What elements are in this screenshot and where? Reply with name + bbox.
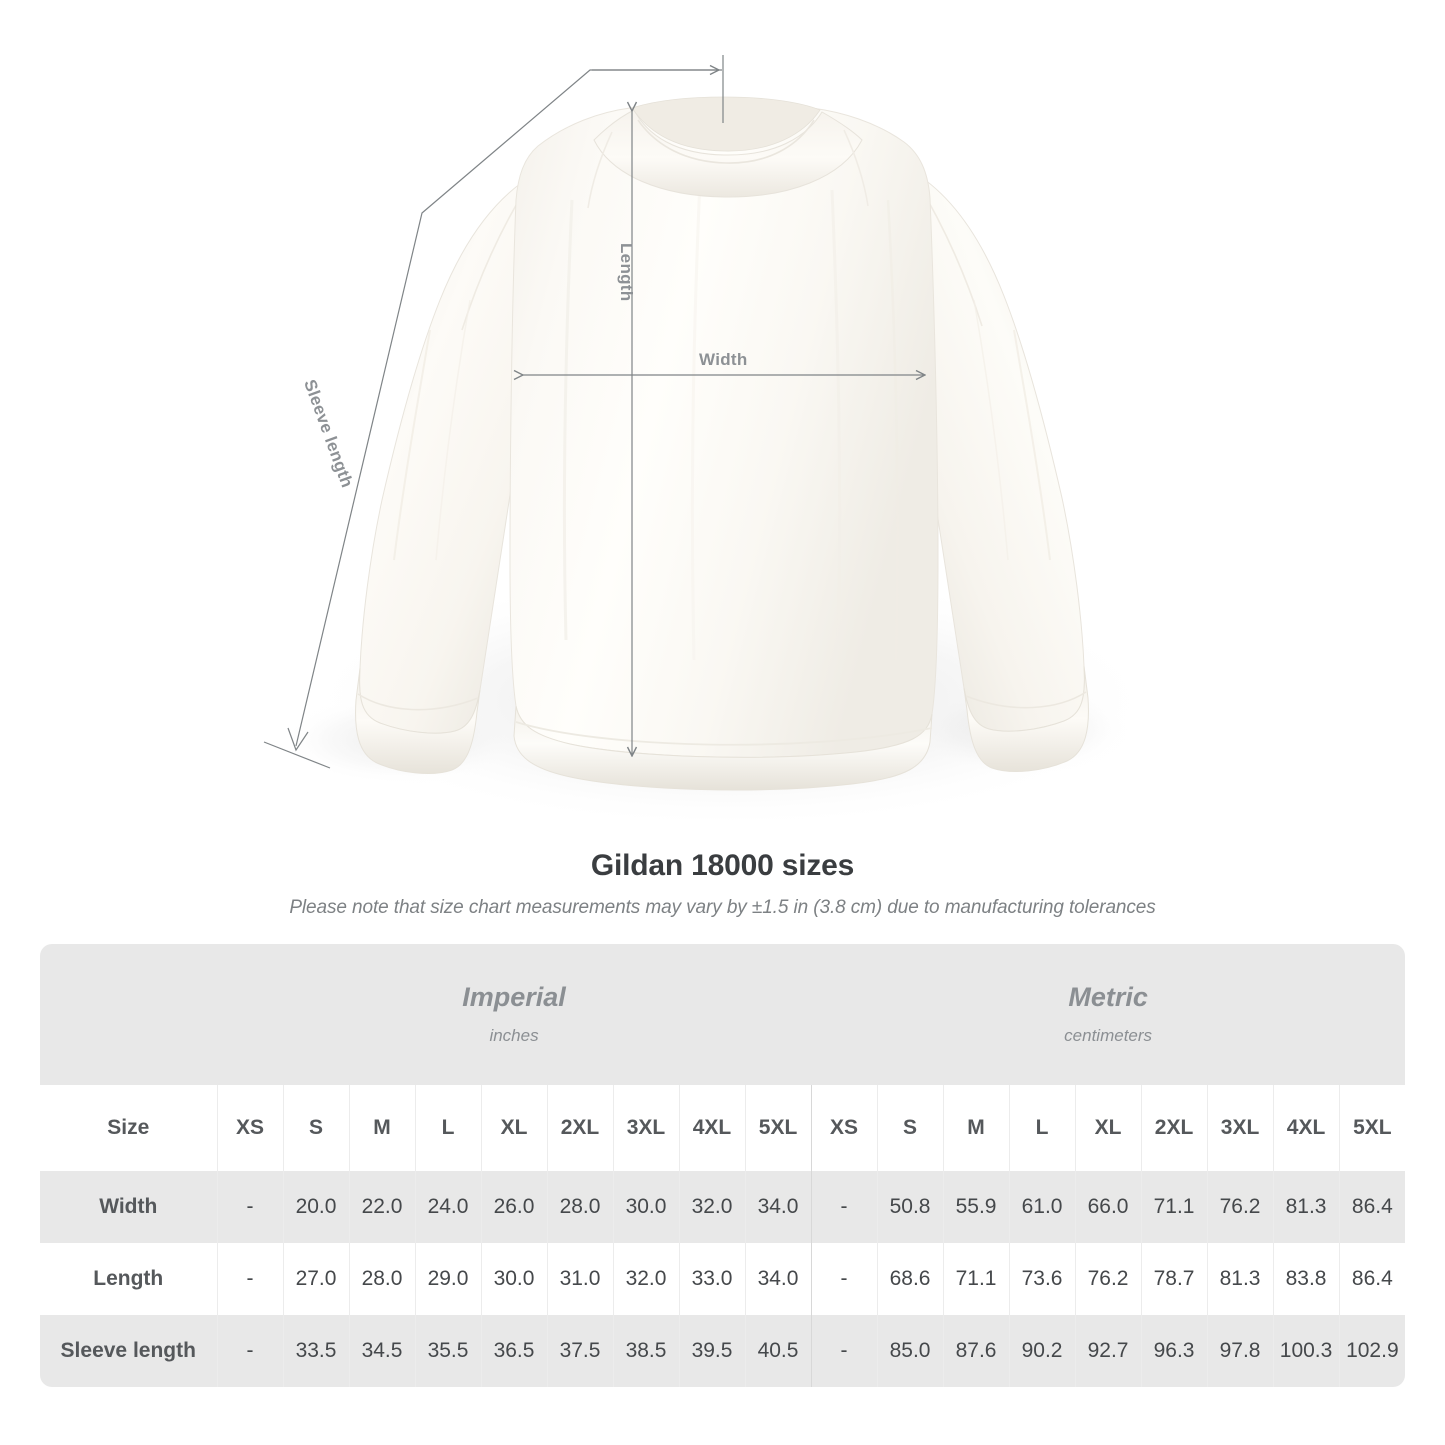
cell-imperial-xs: - <box>216 1243 283 1315</box>
cell-imperial-3xl: 38.5 <box>612 1315 679 1387</box>
cell-metric-2xl: 71.1 <box>1140 1171 1208 1243</box>
size-header-imperial-3xl: 3XL <box>612 1085 679 1171</box>
cell-metric-2xl: 78.7 <box>1140 1243 1208 1315</box>
cell-imperial-m: 34.5 <box>348 1315 415 1387</box>
unit-group-name: Imperial <box>462 982 566 1013</box>
table-row: Sleeve length -33.5 34.5 35.5 36.5 37.5 38.5 39… <box>40 1315 1405 1387</box>
cell-metric-xs: - <box>810 1243 878 1315</box>
cell-imperial-m: 22.0 <box>348 1171 415 1243</box>
unit-group-subtitle: centimeters <box>1064 1025 1153 1045</box>
cell-metric-4xl: 83.8 <box>1272 1243 1340 1315</box>
table-row: Width -20.0 22.0 24.0 26.0 28.0 30.0 32.0 34.0-5… <box>40 1171 1405 1243</box>
cell-metric-xl: 76.2 <box>1074 1243 1142 1315</box>
cell-metric-xs: - <box>810 1171 878 1243</box>
unit-header-spacer <box>40 944 217 1085</box>
unit-header-row: Imperial inches Metric centimeters <box>40 944 1405 1085</box>
width-label: Width <box>699 350 748 369</box>
cell-imperial-5xl: 40.5 <box>744 1315 812 1387</box>
size-header-metric-2xl: 2XL <box>1140 1085 1208 1171</box>
cell-metric-m: 55.9 <box>942 1171 1010 1243</box>
cell-metric-5xl: 86.4 <box>1338 1243 1405 1315</box>
cell-imperial-4xl: 39.5 <box>678 1315 745 1387</box>
cell-metric-2xl: 96.3 <box>1140 1315 1208 1387</box>
cell-metric-l: 90.2 <box>1008 1315 1076 1387</box>
cell-imperial-l: 29.0 <box>414 1243 481 1315</box>
size-header-metric-xl: XL <box>1074 1085 1142 1171</box>
size-header-metric-xs: XS <box>810 1085 878 1171</box>
page-subtitle: Please note that size chart measurements… <box>289 897 1156 918</box>
size-header-imperial-s: S <box>282 1085 349 1171</box>
cell-metric-s: 85.0 <box>876 1315 944 1387</box>
size-header-metric-4xl: 4XL <box>1272 1085 1340 1171</box>
size-header-imperial-xs: XS <box>216 1085 283 1171</box>
length-label: Length <box>617 243 636 302</box>
row-label-width: Width <box>40 1171 217 1243</box>
cell-metric-5xl: 86.4 <box>1338 1171 1405 1243</box>
cell-imperial-s: 33.5 <box>282 1315 349 1387</box>
cell-metric-s: 68.6 <box>876 1243 944 1315</box>
size-header-metric-5xl: 5XL <box>1338 1085 1405 1171</box>
cell-metric-l: 61.0 <box>1008 1171 1076 1243</box>
cell-metric-5xl: 102.9 <box>1338 1315 1405 1387</box>
size-header-row: Size XS S M L XL 2XL 3XL 4XL 5XL XS S M L XL 2XL 3XL 4XL 5… <box>40 1085 1405 1171</box>
cell-metric-s: 50.8 <box>876 1171 944 1243</box>
size-header-imperial-xl: XL <box>480 1085 547 1171</box>
unit-group-subtitle: inches <box>489 1025 539 1045</box>
size-header-imperial-4xl: 4XL <box>678 1085 745 1171</box>
cell-imperial-2xl: 37.5 <box>546 1315 613 1387</box>
cell-metric-3xl: 81.3 <box>1206 1243 1274 1315</box>
cell-imperial-xl: 30.0 <box>480 1243 547 1315</box>
cell-imperial-2xl: 28.0 <box>546 1171 613 1243</box>
size-table: Imperial inches Metric centimeters Size XS S M L… <box>40 944 1405 1387</box>
cell-imperial-3xl: 30.0 <box>612 1171 679 1243</box>
size-header-metric-3xl: 3XL <box>1206 1085 1274 1171</box>
cell-metric-4xl: 81.3 <box>1272 1171 1340 1243</box>
size-header-imperial-l: L <box>414 1085 481 1171</box>
size-header-metric-l: L <box>1008 1085 1076 1171</box>
cell-imperial-l: 35.5 <box>414 1315 481 1387</box>
cell-imperial-4xl: 32.0 <box>678 1171 745 1243</box>
row-label-length: Length <box>40 1243 217 1315</box>
cell-imperial-5xl: 34.0 <box>744 1171 812 1243</box>
cell-imperial-s: 20.0 <box>282 1171 349 1243</box>
cell-metric-3xl: 97.8 <box>1206 1315 1274 1387</box>
size-column-header: Size <box>40 1085 217 1171</box>
page-title: Gildan 18000 sizes <box>590 849 855 882</box>
cell-metric-m: 71.1 <box>942 1243 1010 1315</box>
cell-imperial-5xl: 34.0 <box>744 1243 812 1315</box>
cell-imperial-l: 24.0 <box>414 1171 481 1243</box>
cell-imperial-4xl: 33.0 <box>678 1243 745 1315</box>
cell-imperial-2xl: 31.0 <box>546 1243 613 1315</box>
cell-metric-m: 87.6 <box>942 1315 1010 1387</box>
cell-metric-xs: - <box>810 1315 878 1387</box>
garment-illustration <box>263 55 1160 830</box>
cell-imperial-xs: - <box>216 1315 283 1387</box>
cell-imperial-xl: 26.0 <box>480 1171 547 1243</box>
garment-diagram: Length Width Sleeve length <box>263 55 1160 830</box>
size-header-imperial-2xl: 2XL <box>546 1085 613 1171</box>
cell-imperial-xl: 36.5 <box>480 1315 547 1387</box>
cell-imperial-m: 28.0 <box>348 1243 415 1315</box>
size-header-metric-m: M <box>942 1085 1010 1171</box>
row-label-sleeve-length: Sleeve length <box>40 1315 217 1387</box>
cell-metric-3xl: 76.2 <box>1206 1171 1274 1243</box>
cell-imperial-xs: - <box>216 1171 283 1243</box>
table-row: Length -27.0 28.0 29.0 30.0 31.0 32.0 33.0 34.0-… <box>40 1243 1405 1315</box>
cell-metric-xl: 66.0 <box>1074 1171 1142 1243</box>
size-header-imperial-m: M <box>348 1085 415 1171</box>
cell-imperial-3xl: 32.0 <box>612 1243 679 1315</box>
size-table-container: Imperial inches Metric centimeters Size XS S M L… <box>40 944 1405 1387</box>
size-header-metric-s: S <box>876 1085 944 1171</box>
cell-metric-4xl: 100.3 <box>1272 1315 1340 1387</box>
size-header-imperial-5xl: 5XL <box>744 1085 812 1171</box>
cell-imperial-s: 27.0 <box>282 1243 349 1315</box>
cell-metric-xl: 92.7 <box>1074 1315 1142 1387</box>
cell-metric-l: 73.6 <box>1008 1243 1076 1315</box>
unit-group-header-metric: Metric centimeters <box>811 944 1405 1085</box>
unit-group-name: Metric <box>1068 982 1148 1013</box>
unit-group-header-imperial: Imperial inches <box>217 944 812 1085</box>
